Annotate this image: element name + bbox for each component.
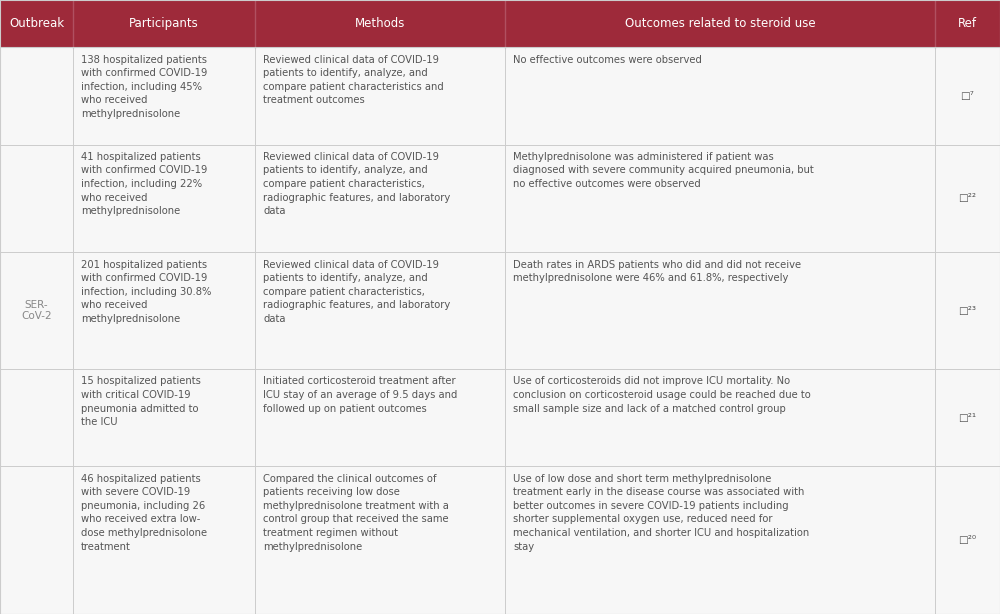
Text: Reviewed clinical data of COVID-19
patients to identify, analyze, and
compare pa: Reviewed clinical data of COVID-19 patie… [263,152,450,216]
Text: Participants: Participants [129,17,199,30]
Bar [0,0,1000,47]
Text: Use of corticosteroids did not improve ICU mortality. No
conclusion on corticost: Use of corticosteroids did not improve I… [513,376,811,414]
Text: □²²: □²² [958,193,976,203]
Text: 41 hospitalized patients
with confirmed COVID-19
infection, including 22%
who re: 41 hospitalized patients with confirmed … [81,152,207,216]
Text: □²¹: □²¹ [958,413,977,422]
Text: □²⁰: □²⁰ [958,535,977,545]
Text: 46 hospitalized patients
with severe COVID-19
pneumonia, including 26
who receiv: 46 hospitalized patients with severe COV… [81,473,207,552]
Text: Outbreak: Outbreak [9,17,64,30]
Text: Reviewed clinical data of COVID-19
patients to identify, analyze, and
compare pa: Reviewed clinical data of COVID-19 patie… [263,260,450,324]
Bar [0,466,1000,614]
Text: Ref: Ref [958,17,977,30]
Text: □⁷: □⁷ [961,91,974,101]
Text: Compared the clinical outcomes of
patients receiving low dose
methylprednisolone: Compared the clinical outcomes of patien… [263,473,449,552]
Text: Methylprednisolone was administered if patient was
diagnosed with severe communi: Methylprednisolone was administered if p… [513,152,814,189]
Text: Methods: Methods [355,17,405,30]
Text: Use of low dose and short term methylprednisolone
treatment early in the disease: Use of low dose and short term methylpre… [513,473,809,552]
Text: SER-
CoV-2: SER- CoV-2 [21,300,52,322]
Text: □²³: □²³ [958,306,976,316]
Text: Initiated corticosteroid treatment after
ICU stay of an average of 9.5 days and
: Initiated corticosteroid treatment after… [263,376,457,414]
Bar [0,252,1000,369]
Bar [0,144,1000,252]
Text: Reviewed clinical data of COVID-19
patients to identify, analyze, and
compare pa: Reviewed clinical data of COVID-19 patie… [263,55,444,106]
Text: 138 hospitalized patients
with confirmed COVID-19
infection, including 45%
who r: 138 hospitalized patients with confirmed… [81,55,207,119]
Text: Death rates in ARDS patients who did and did not receive
methylprednisolone were: Death rates in ARDS patients who did and… [513,260,801,283]
Bar [0,47,1000,144]
Text: Outcomes related to steroid use: Outcomes related to steroid use [625,17,815,30]
Text: 15 hospitalized patients
with critical COVID-19
pneumonia admitted to
the ICU: 15 hospitalized patients with critical C… [81,376,201,427]
Text: 201 hospitalized patients
with confirmed COVID-19
infection, including 30.8%
who: 201 hospitalized patients with confirmed… [81,260,211,324]
Text: No effective outcomes were observed: No effective outcomes were observed [513,55,702,64]
Bar [0,369,1000,466]
